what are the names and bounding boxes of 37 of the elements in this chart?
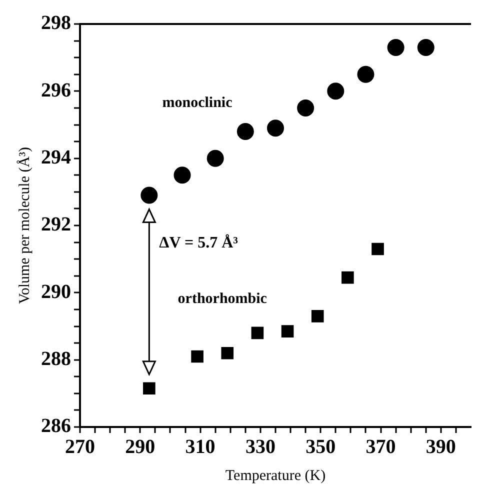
point xyxy=(206,150,224,167)
y-tick-label: 294 xyxy=(41,146,71,169)
y-tick-label: 288 xyxy=(41,348,71,370)
annotation: ΔV = 5.7 Å³ xyxy=(159,233,238,252)
y-tick-label: 290 xyxy=(41,280,71,303)
point xyxy=(342,271,354,284)
y-axis-title: Volume per molecule (Å³) xyxy=(16,146,33,304)
y-tick-label: 298 xyxy=(41,12,71,34)
point xyxy=(251,326,264,340)
x-tick-label: 290 xyxy=(125,436,156,458)
y-tick-label: 286 xyxy=(41,415,71,438)
series-label: orthorhombic xyxy=(178,290,268,307)
y-tick-label: 292 xyxy=(41,214,71,236)
point xyxy=(174,166,191,184)
series-label: monoclinic xyxy=(162,95,233,111)
point xyxy=(387,39,404,56)
x-tick-label: 350 xyxy=(306,436,336,458)
point xyxy=(297,99,314,116)
x-tick-label: 330 xyxy=(245,436,276,458)
x-axis-title: Temperature (K) xyxy=(225,468,326,484)
point xyxy=(236,122,254,140)
x-tick-label: 310 xyxy=(185,436,216,458)
point xyxy=(143,382,156,395)
x-tick-label: 370 xyxy=(366,436,396,458)
point xyxy=(327,82,344,100)
x-tick-label: 270 xyxy=(65,436,95,458)
point xyxy=(357,66,374,83)
point xyxy=(311,310,324,322)
point xyxy=(221,346,234,360)
y-tick-label: 296 xyxy=(41,79,71,102)
point xyxy=(140,186,158,204)
point xyxy=(191,350,204,363)
point xyxy=(417,39,434,56)
point xyxy=(267,120,284,137)
x-tick-label: 390 xyxy=(426,436,456,458)
point xyxy=(372,242,384,256)
point xyxy=(281,325,294,338)
